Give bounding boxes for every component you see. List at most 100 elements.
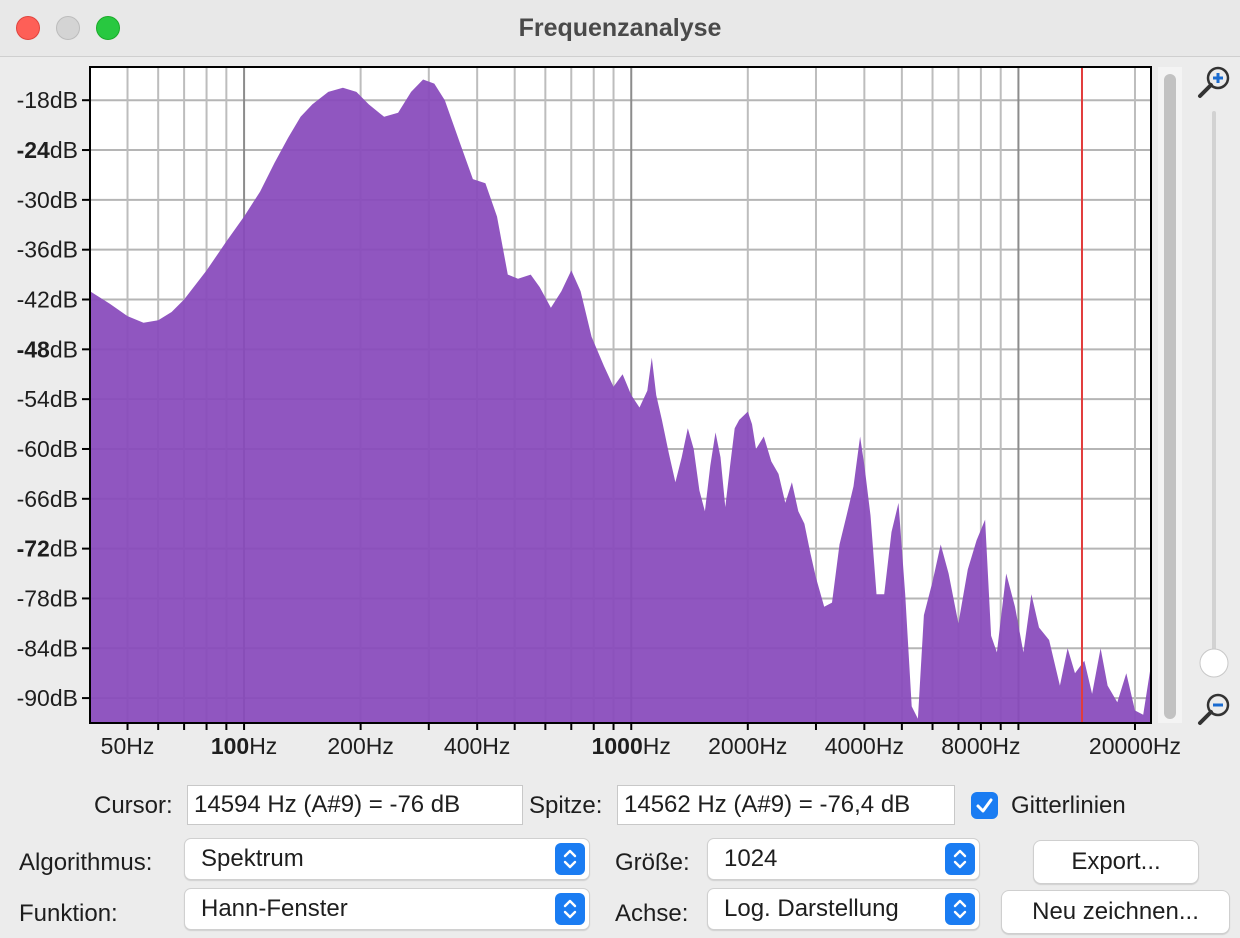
x-tick-unit: Hz xyxy=(366,733,394,759)
y-tick-label: -24dB xyxy=(17,137,78,163)
x-tick-value: 8000 xyxy=(941,733,992,759)
x-tick-label: 2000Hz xyxy=(708,733,787,759)
peak-label: Spitze: xyxy=(529,792,603,819)
x-tick-value: 2000 xyxy=(708,733,759,759)
y-tick-label: -72dB xyxy=(17,536,78,562)
x-tick-value: 200 xyxy=(327,733,365,759)
y-tick-value: -36 xyxy=(17,237,50,263)
y-tick-unit: dB xyxy=(50,237,78,263)
axis-label: Achse: xyxy=(615,900,689,927)
checkmark-icon xyxy=(976,798,993,813)
zoom-slider-knob[interactable] xyxy=(1199,648,1229,678)
y-tick-value: -66 xyxy=(17,486,50,512)
x-tick-value: 100 xyxy=(211,733,249,759)
x-tick-value: 50 xyxy=(101,733,127,759)
y-tick-value: -18 xyxy=(17,87,50,113)
y-tick-value: -30 xyxy=(17,187,50,213)
y-tick-label: -60dB xyxy=(17,436,78,462)
peak-readout-field[interactable]: 14562 Hz (A#9) = -76,4 dB xyxy=(617,785,955,825)
y-tick-value: -72 xyxy=(17,536,50,562)
y-tick-unit: dB xyxy=(50,386,78,412)
x-tick-unit: Hz xyxy=(759,733,787,759)
size-select[interactable]: 1024 xyxy=(707,838,980,880)
y-tick-label: -42dB xyxy=(17,287,78,313)
y-tick-label: -18dB xyxy=(17,87,78,113)
y-tick-label: -30dB xyxy=(17,187,78,213)
y-tick-unit: dB xyxy=(50,336,78,362)
algorithm-select[interactable]: Spektrum xyxy=(184,838,590,880)
spectrum-area xyxy=(90,79,1151,723)
updown-chevron-icon xyxy=(945,843,975,875)
y-tick-unit: dB xyxy=(50,137,78,163)
x-tick-label: 8000Hz xyxy=(941,733,1020,759)
function-select[interactable]: Hann-Fenster xyxy=(184,888,590,930)
x-tick-unit: Hz xyxy=(643,733,671,759)
y-tick-label: -48dB xyxy=(17,336,78,362)
y-tick-unit: dB xyxy=(50,635,78,661)
x-tick-value: 4000 xyxy=(825,733,876,759)
y-tick-unit: dB xyxy=(50,685,78,711)
y-tick-value: -48 xyxy=(17,336,50,362)
y-tick-unit: dB xyxy=(50,436,78,462)
plot-frame xyxy=(89,66,1152,724)
updown-chevron-icon xyxy=(555,843,585,875)
y-tick-unit: dB xyxy=(50,536,78,562)
y-tick-value: -42 xyxy=(17,287,50,313)
algorithm-label: Algorithmus: xyxy=(19,849,153,876)
minimize-window-button[interactable] xyxy=(56,16,80,40)
axis-select[interactable]: Log. Darstellung xyxy=(707,888,980,930)
updown-chevron-icon xyxy=(555,893,585,925)
scrollbar-thumb[interactable] xyxy=(1164,74,1176,719)
y-tick-value: -54 xyxy=(17,386,50,412)
x-tick-unit: Hz xyxy=(482,733,510,759)
y-tick-unit: dB xyxy=(50,187,78,213)
function-label: Funktion: xyxy=(19,900,118,927)
export-button[interactable]: Export... xyxy=(1033,840,1199,884)
y-tick-unit: dB xyxy=(50,585,78,611)
close-window-button[interactable] xyxy=(16,16,40,40)
x-tick-label: 200Hz xyxy=(327,733,394,759)
y-tick-label: -66dB xyxy=(17,486,78,512)
zoom-out-icon[interactable] xyxy=(1198,693,1230,725)
y-tick-unit: dB xyxy=(50,287,78,313)
x-tick-label: 50Hz xyxy=(101,733,155,759)
size-select-value: 1024 xyxy=(724,845,778,872)
algorithm-select-value: Spektrum xyxy=(201,845,304,872)
y-tick-value: -78 xyxy=(17,585,50,611)
title-bar: Frequenzanalyse xyxy=(0,0,1240,57)
x-tick-label: 4000Hz xyxy=(825,733,904,759)
function-select-value: Hann-Fenster xyxy=(201,895,348,922)
zoom-window-button[interactable] xyxy=(96,16,120,40)
y-tick-unit: dB xyxy=(50,486,78,512)
y-tick-label: -78dB xyxy=(17,585,78,611)
cursor-readout-field[interactable]: 14594 Hz (A#9) = -76 dB xyxy=(187,785,523,825)
redraw-button[interactable]: Neu zeichnen... xyxy=(1001,890,1230,934)
gridlines-label: Gitterlinien xyxy=(1011,792,1126,819)
axis-select-value: Log. Darstellung xyxy=(724,895,899,922)
y-tick-value: -84 xyxy=(17,635,50,661)
updown-chevron-icon xyxy=(945,893,975,925)
x-tick-unit: Hz xyxy=(126,733,154,759)
y-tick-value: -60 xyxy=(17,436,50,462)
x-tick-value: 400 xyxy=(444,733,482,759)
x-tick-value: 20000 xyxy=(1089,733,1153,759)
gridlines-checkbox[interactable] xyxy=(971,792,998,819)
y-tick-value: -90 xyxy=(17,685,50,711)
window-title: Frequenzanalyse xyxy=(518,14,722,42)
x-tick-label: 400Hz xyxy=(444,733,511,759)
x-tick-unit: Hz xyxy=(1153,733,1181,759)
y-tick-label: -90dB xyxy=(17,685,78,711)
x-tick-unit: Hz xyxy=(992,733,1020,759)
y-tick-label: -54dB xyxy=(17,386,78,412)
x-tick-unit: Hz xyxy=(249,733,277,759)
y-tick-value: -24 xyxy=(17,137,50,163)
spectrum-chart[interactable]: -18dB-24dB-30dB-36dB-42dB-48dB-54dB-60dB… xyxy=(0,56,1240,766)
size-label: Größe: xyxy=(615,849,690,876)
y-tick-label: -36dB xyxy=(17,237,78,263)
y-tick-label: -84dB xyxy=(17,635,78,661)
x-tick-unit: Hz xyxy=(876,733,904,759)
zoom-in-icon[interactable] xyxy=(1198,66,1230,98)
x-tick-label: 20000Hz xyxy=(1089,733,1181,759)
x-tick-value: 1000 xyxy=(592,733,643,759)
cursor-label: Cursor: xyxy=(94,792,173,819)
